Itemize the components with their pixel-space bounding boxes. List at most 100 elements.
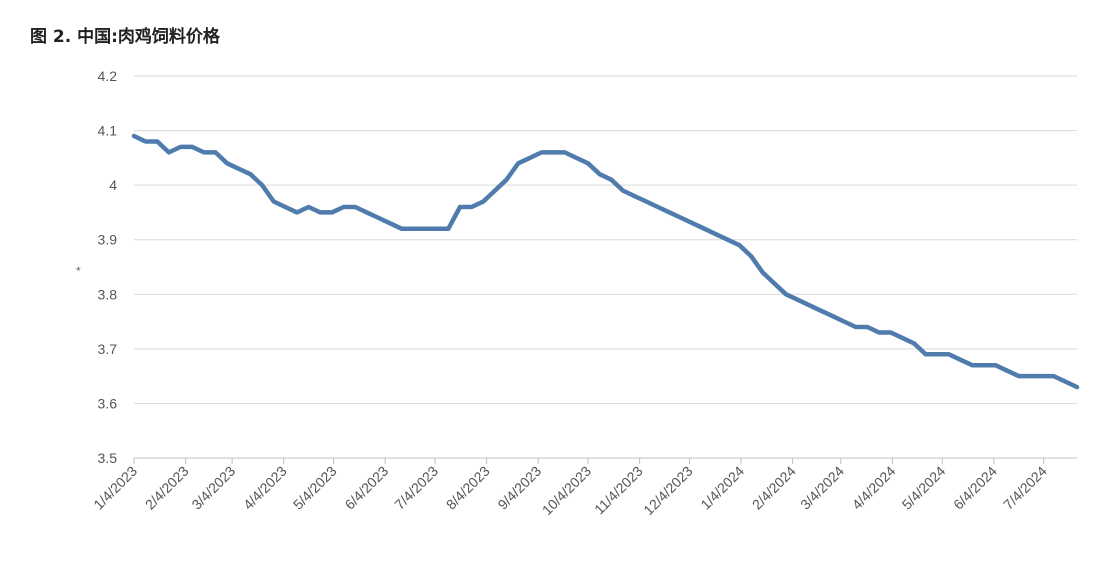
data-point (820, 310, 821, 311)
data-point (529, 157, 530, 158)
data-point (914, 343, 915, 344)
data-point (995, 365, 996, 366)
x-tick-label: 3/4/2024 (797, 463, 847, 513)
data-point (739, 245, 740, 246)
data-point (192, 146, 193, 147)
y-tick-label: 3.6 (98, 395, 118, 411)
y-tick-label: 4.2 (98, 68, 118, 84)
data-point (262, 185, 263, 186)
data-point (646, 201, 647, 202)
data-point (413, 228, 414, 229)
data-point (657, 207, 658, 208)
y-axis-ticks: 3.5 3.6 3.7 3.8 3.9 4 4.1 4.2 (98, 68, 118, 466)
data-point (925, 354, 926, 355)
data-point (611, 179, 612, 180)
data-point (518, 163, 519, 164)
x-tick-label: 12/4/2023 (640, 463, 696, 519)
x-tick-label: 5/4/2024 (899, 463, 949, 513)
x-tick-label: 9/4/2023 (494, 463, 544, 513)
data-point (541, 152, 542, 153)
data-point (180, 146, 181, 147)
x-tick-label: 3/4/2023 (188, 463, 238, 513)
data-point (832, 316, 833, 317)
x-tick-label: 6/4/2024 (950, 463, 1000, 513)
x-tick-label: 4/4/2023 (240, 463, 290, 513)
data-point (157, 141, 158, 142)
data-point (774, 283, 775, 284)
data-point (448, 228, 449, 229)
data-point (297, 212, 298, 213)
data-point (1042, 376, 1043, 377)
data-point (797, 299, 798, 300)
data-point (506, 179, 507, 180)
data-point (751, 256, 752, 257)
data-point (1065, 381, 1066, 382)
x-tick-label: 2/4/2023 (142, 463, 192, 513)
y-tick-label: 4.1 (98, 123, 118, 139)
data-point (983, 365, 984, 366)
gridlines (134, 75, 1077, 459)
y-tick-label: 3.9 (98, 232, 118, 248)
series (131, 133, 1080, 390)
data-point (390, 223, 391, 224)
x-tick-label: 1/4/2024 (697, 463, 747, 513)
x-tick-label: 10/4/2023 (539, 463, 595, 519)
data-point (203, 152, 204, 153)
data-point (786, 294, 787, 295)
data-point (762, 272, 763, 273)
data-point (960, 359, 961, 360)
data-point (681, 217, 682, 218)
data-point (890, 332, 891, 333)
data-point (145, 141, 146, 142)
data-point (355, 207, 356, 208)
data-point (1077, 387, 1078, 388)
data-point (1007, 370, 1008, 371)
data-point (867, 327, 868, 328)
data-point (692, 223, 693, 224)
data-point (937, 354, 938, 355)
data-point (227, 163, 228, 164)
data-point (716, 234, 717, 235)
data-point (599, 174, 600, 175)
x-tick-label: 5/4/2023 (290, 463, 340, 513)
data-point (902, 337, 903, 338)
y-tick-label: 3.7 (98, 341, 118, 357)
data-point (238, 168, 239, 169)
data-point (460, 207, 461, 208)
data-point (331, 212, 332, 213)
x-tick-label: 8/4/2023 (443, 463, 493, 513)
data-point (483, 201, 484, 202)
data-point (250, 174, 251, 175)
data-point (285, 207, 286, 208)
data-point (1053, 376, 1054, 377)
data-point (168, 152, 169, 153)
y-tick-label: 3.5 (98, 450, 118, 466)
data-point (879, 332, 880, 333)
chart-title: 图 2. 中国:肉鸡饲料价格 (30, 27, 220, 47)
x-tick-label: 1/4/2023 (90, 463, 140, 513)
data-point (215, 152, 216, 153)
data-point (308, 207, 309, 208)
x-tick-label: 4/4/2024 (849, 463, 899, 513)
data-point (553, 152, 554, 153)
data-point (634, 196, 635, 197)
data-point (436, 228, 437, 229)
data-point (494, 190, 495, 191)
data-point (320, 212, 321, 213)
data-point (134, 136, 135, 137)
data-point (623, 190, 624, 191)
data-point (855, 327, 856, 328)
y-axis-label: * (76, 264, 81, 278)
data-point (669, 212, 670, 213)
x-tick-label: 6/4/2023 (341, 463, 391, 513)
data-point (471, 207, 472, 208)
data-point (576, 157, 577, 158)
data-point (425, 228, 426, 229)
x-tick-label: 7/4/2024 (1000, 463, 1050, 513)
data-point (366, 212, 367, 213)
data-point (844, 321, 845, 322)
data-point (273, 201, 274, 202)
x-tick-label: 7/4/2023 (391, 463, 441, 513)
x-tick-label: 11/4/2023 (591, 463, 646, 518)
